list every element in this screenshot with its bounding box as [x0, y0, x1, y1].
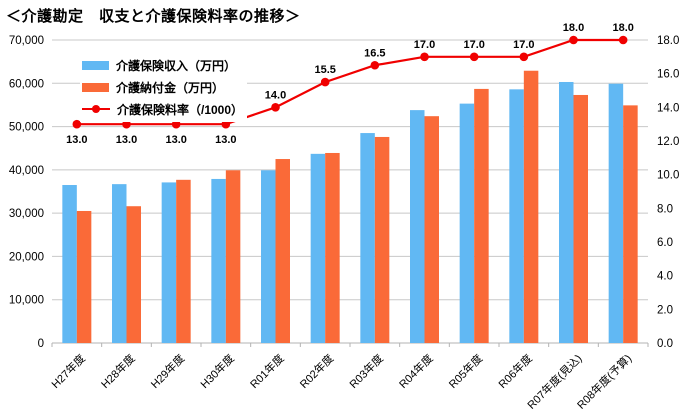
svg-text:18.0: 18.0 — [657, 35, 679, 47]
svg-text:10.0: 10.0 — [657, 170, 679, 182]
bar — [474, 88, 489, 343]
svg-text:20,000: 20,000 — [9, 251, 44, 263]
bar — [62, 185, 77, 343]
bar — [459, 103, 475, 343]
bar — [225, 170, 241, 343]
bar — [126, 206, 141, 343]
svg-text:H29年度: H29年度 — [148, 351, 188, 391]
svg-text:17.0: 17.0 — [463, 39, 484, 51]
svg-text:13.0: 13.0 — [116, 134, 137, 146]
legend-item-premium-rate: 介護保険料率（/1000） — [82, 98, 243, 120]
svg-text:17.0: 17.0 — [414, 39, 435, 51]
bar — [76, 210, 92, 343]
svg-text:R04年度: R04年度 — [396, 351, 436, 391]
bar — [608, 83, 624, 344]
bar — [325, 152, 340, 343]
svg-text:13.0: 13.0 — [66, 134, 87, 146]
svg-text:14.0: 14.0 — [657, 102, 679, 114]
svg-text:R02年度: R02年度 — [297, 351, 337, 391]
svg-text:R01年度: R01年度 — [247, 351, 287, 391]
svg-text:16.5: 16.5 — [364, 47, 385, 59]
svg-text:H28年度: H28年度 — [98, 351, 138, 391]
bar — [424, 116, 439, 343]
rate-value-labels: 13.0 13.0 13.0 13.0 14.0 15.5 16.5 17.0 17.0 17.0… — [66, 22, 634, 146]
svg-text:17.0: 17.0 — [513, 39, 534, 51]
bar — [374, 136, 390, 343]
orange-bar-swatch-icon — [82, 82, 109, 92]
bar — [573, 94, 588, 343]
line-marker — [569, 35, 578, 45]
line-marker — [370, 60, 380, 70]
red-line-swatch-icon — [82, 104, 110, 114]
svg-text:13.0: 13.0 — [215, 134, 236, 146]
line-marker — [420, 52, 429, 62]
bar — [176, 179, 191, 343]
line-marker — [122, 119, 131, 129]
svg-text:30,000: 30,000 — [9, 208, 44, 220]
chart-title: ＜介護勘定 収支と介護保険料率の推移＞ — [6, 8, 301, 25]
svg-text:70,000: 70,000 — [9, 35, 44, 47]
svg-text:H27年度: H27年度 — [48, 351, 88, 391]
svg-text:H30年度: H30年度 — [197, 351, 237, 391]
svg-text:R03年度: R03年度 — [346, 351, 386, 391]
bar — [509, 89, 524, 344]
svg-text:10,000: 10,000 — [9, 295, 44, 307]
bar — [275, 159, 290, 343]
legend-label-care-payment: 介護納付金（万円） — [116, 80, 225, 95]
bar — [261, 170, 276, 343]
svg-text:13.0: 13.0 — [165, 134, 186, 146]
legend-label-premium-rate: 介護保険料率（/1000） — [117, 102, 244, 117]
legend-label-insurance-income: 介護保険収入（万円） — [116, 58, 237, 73]
line-marker — [271, 103, 280, 112]
line-marker — [618, 35, 628, 45]
bar — [112, 184, 127, 343]
svg-text:R05年度: R05年度 — [446, 351, 486, 391]
svg-text:0.0: 0.0 — [657, 338, 673, 350]
svg-text:4.0: 4.0 — [657, 271, 673, 283]
payment-bars — [76, 70, 638, 344]
legend-item-insurance-income: 介護保険収入（万円） — [82, 54, 243, 76]
svg-text:6.0: 6.0 — [657, 237, 673, 249]
svg-text:2.0: 2.0 — [657, 304, 673, 316]
bar — [623, 105, 638, 344]
income-bars — [62, 81, 624, 344]
legend-item-care-payment: 介護納付金（万円） — [82, 76, 243, 98]
svg-text:60,000: 60,000 — [9, 78, 44, 90]
line-marker — [72, 119, 82, 129]
line-marker — [221, 119, 231, 129]
gridlines — [52, 39, 648, 301]
bar — [360, 133, 375, 343]
chart-legend: 介護保険収入（万円） 介護納付金（万円） 介護保険料率（/1000） — [80, 52, 248, 122]
left-axis-labels: 0 10,000 20,000 30,000 40,000 50,000 60,000 70,… — [9, 35, 44, 350]
svg-text:14.0: 14.0 — [265, 89, 286, 101]
bar — [310, 153, 326, 343]
line-marker — [320, 77, 330, 87]
bar — [410, 110, 425, 343]
bar — [161, 182, 177, 343]
svg-text:18.0: 18.0 — [612, 22, 633, 34]
blue-bar-swatch-icon — [82, 60, 109, 70]
svg-text:50,000: 50,000 — [9, 122, 44, 134]
right-axis-labels: 0.0 2.0 4.0 6.0 8.0 10.0 12.0 14.0 16.0 18.0 — [657, 35, 679, 350]
svg-text:8.0: 8.0 — [657, 203, 673, 215]
x-axis — [51, 342, 649, 347]
svg-text:R06年度: R06年度 — [495, 351, 535, 391]
bar — [559, 81, 574, 343]
bar — [523, 70, 539, 344]
line-marker — [171, 119, 181, 129]
line-marker — [519, 52, 529, 62]
x-axis-labels: H27年度 H28年度 H29年度 H30年度 R01年度 R02年度 R03年度 R04年度… — [48, 351, 634, 411]
svg-text:12.0: 12.0 — [657, 136, 679, 148]
svg-text:16.0: 16.0 — [657, 69, 679, 81]
bar — [211, 178, 226, 343]
svg-text:0: 0 — [38, 338, 44, 350]
line-marker — [469, 52, 479, 62]
svg-text:40,000: 40,000 — [9, 165, 44, 177]
svg-text:18.0: 18.0 — [563, 22, 584, 34]
svg-text:15.5: 15.5 — [314, 64, 335, 76]
rate-line — [72, 35, 628, 129]
